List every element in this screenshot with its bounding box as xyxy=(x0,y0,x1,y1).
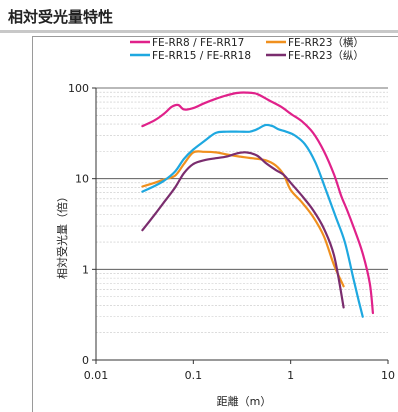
title-divider xyxy=(0,30,398,33)
minor-gridlines xyxy=(96,91,388,334)
y-tick-label: 1 xyxy=(82,263,89,276)
x-tick-label: 0.1 xyxy=(185,369,203,382)
y-tick-label: 100 xyxy=(68,82,89,95)
y-tick-label: 0 xyxy=(82,354,89,367)
legend-label: FE-RR23（纵） xyxy=(288,50,364,62)
series-line-3 xyxy=(141,123,364,318)
series-line-1 xyxy=(141,91,374,315)
series-line-2 xyxy=(141,150,345,288)
legend-label: FE-RR8 / FE-RR17 xyxy=(152,37,244,49)
y-axis-label: 相対受光量（倍） xyxy=(55,191,69,279)
series-line-4 xyxy=(141,151,345,309)
x-tick-label: 0.01 xyxy=(84,369,109,382)
legend: FE-RR8 / FE-RR17 FE-RR23（横） FE-RR15 / FE-R… xyxy=(130,36,364,62)
series-lines xyxy=(141,91,374,318)
legend-label: FE-RR23（横） xyxy=(288,36,364,49)
y-tick-label: 10 xyxy=(75,173,89,186)
x-tick-label: 1 xyxy=(287,369,294,382)
page-title: 相対受光量特性 xyxy=(8,8,114,26)
legend-label: FE-RR15 / FE-RR18 xyxy=(152,50,251,62)
major-gridlines xyxy=(96,87,388,270)
x-axis-label: 距離（m） xyxy=(217,394,272,408)
chart-frame xyxy=(32,36,398,412)
x-tick-label: 10 xyxy=(381,369,395,382)
